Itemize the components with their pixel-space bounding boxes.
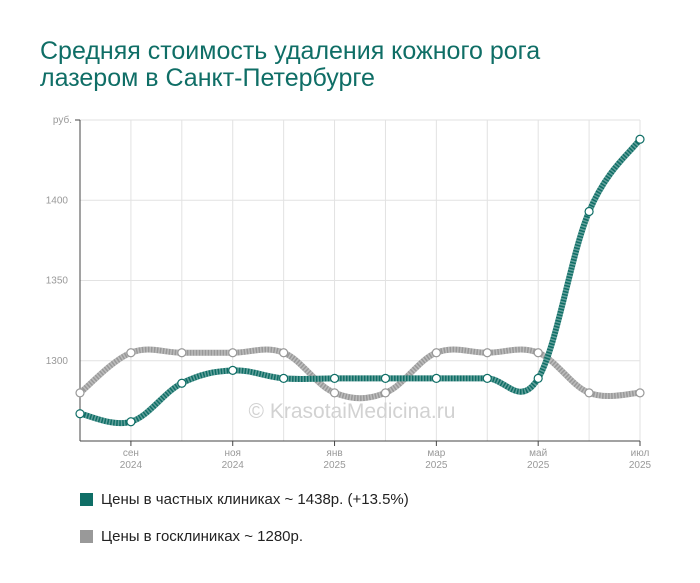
- data-point: [329, 388, 340, 398]
- data-point: [482, 348, 492, 358]
- legend-swatch-private: [80, 492, 93, 506]
- x-tick-label-month: ноя: [224, 448, 241, 459]
- data-point: [584, 206, 594, 217]
- x-tick-label-month: янв: [326, 448, 342, 459]
- series-public: [75, 346, 645, 402]
- data-point: [279, 373, 289, 384]
- series-layer: [75, 134, 645, 427]
- grid: [80, 119, 641, 441]
- data-point: [228, 365, 238, 375]
- data-point: [533, 348, 543, 358]
- data-point: [431, 348, 441, 358]
- series-line-texture: [78, 346, 641, 402]
- x-tick-label-year: 2024: [222, 460, 245, 470]
- legend-item-private[interactable]: Цены в частных клиниках ~ 1438р. (+13.5%…: [80, 488, 409, 510]
- axes: 130013501400руб.сен2024ноя2024янв2025мар…: [46, 114, 652, 470]
- data-point: [380, 388, 391, 398]
- legend-swatch-public: [80, 529, 93, 543]
- data-point: [126, 348, 136, 358]
- data-point: [279, 348, 289, 358]
- legend-label-public: Цены в госклиниках ~ 1280р.: [101, 527, 304, 545]
- x-tick-label-year: 2025: [323, 460, 346, 470]
- data-point: [533, 373, 543, 384]
- data-point: [126, 417, 136, 427]
- x-tick-label-month: сен: [123, 448, 139, 459]
- y-tick-label: 1350: [46, 276, 69, 287]
- data-point: [228, 348, 238, 358]
- legend: Цены в частных клиниках ~ 1438р. (+13.5%…: [80, 488, 409, 562]
- legend-item-public[interactable]: Цены в госклиниках ~ 1280р.: [80, 525, 409, 547]
- data-point: [75, 409, 85, 419]
- series-line-texture: [79, 137, 643, 427]
- data-point: [380, 373, 391, 384]
- x-tick-label-year: 2024: [120, 460, 143, 470]
- data-point: [329, 373, 340, 384]
- chart-title: Средняя стоимость удаления кожного рога …: [40, 37, 541, 92]
- legend-label-private: Цены в частных клиниках ~ 1438р. (+13.5%…: [101, 490, 409, 508]
- data-point: [635, 134, 645, 144]
- x-tick-label-month: май: [529, 448, 547, 459]
- x-tick-label-month: мар: [427, 448, 445, 459]
- series-line: [77, 346, 643, 402]
- x-tick-label-year: 2025: [527, 460, 550, 470]
- data-point: [177, 348, 187, 358]
- data-point: [75, 388, 85, 398]
- watermark: © KrasotaiMedicina.ru: [249, 400, 456, 423]
- y-tick-label: 1300: [46, 356, 69, 367]
- data-point: [177, 378, 187, 388]
- y-axis-unit-label: руб.: [53, 114, 72, 126]
- x-tick-label-year: 2025: [629, 460, 652, 470]
- data-point: [635, 388, 645, 398]
- data-point: [431, 373, 441, 384]
- y-tick-label: 1400: [46, 195, 69, 206]
- data-point: [482, 373, 492, 384]
- series-private: [75, 134, 645, 427]
- x-tick-label-year: 2025: [425, 460, 448, 470]
- data-point: [584, 388, 594, 398]
- x-tick-label-month: июл: [631, 448, 650, 459]
- line-chart: 130013501400руб.сен2024ноя2024янв2025мар…: [46, 114, 652, 470]
